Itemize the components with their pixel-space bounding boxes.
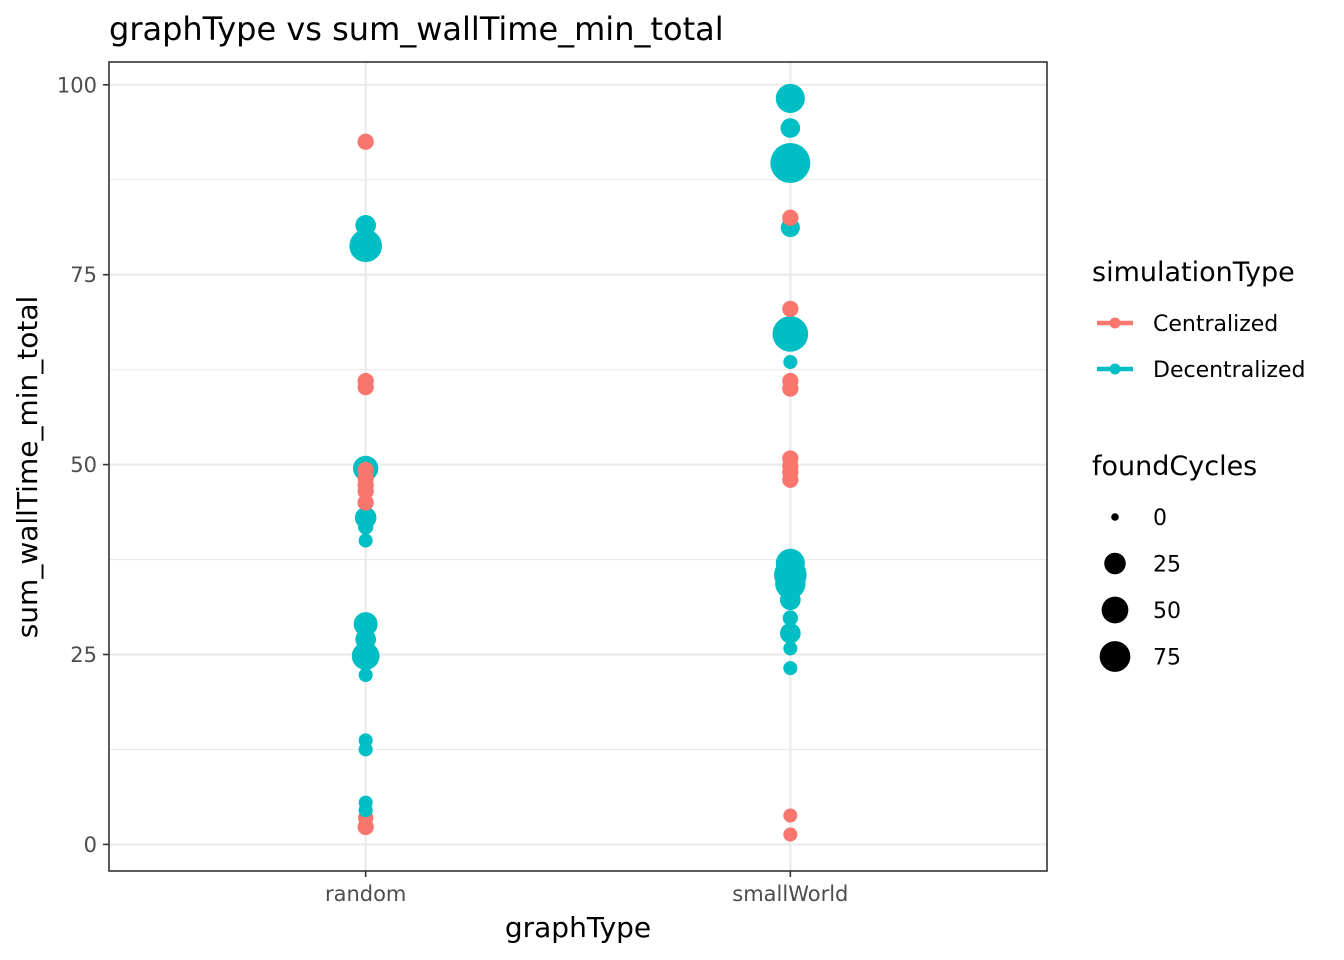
plot-panel (108, 61, 1048, 872)
data-point-decentralized (782, 610, 798, 626)
data-point-centralized (782, 471, 799, 488)
legend-size-label: 50 (1153, 599, 1181, 624)
x-axis-title: graphType (505, 911, 651, 944)
data-point-decentralized (358, 533, 373, 548)
data-point-centralized (782, 380, 799, 397)
data-point-decentralized (349, 229, 382, 263)
legend-size-title: foundCycles (1092, 451, 1257, 482)
legend-label: Decentralized (1153, 358, 1305, 383)
data-point-decentralized (783, 641, 798, 656)
legend-size-key (1099, 641, 1131, 672)
data-points (349, 83, 811, 842)
y-axis-title: sum_wallTime_min_total (11, 296, 44, 639)
legend-key-point (1109, 363, 1121, 375)
data-point-decentralized (770, 143, 811, 184)
legend-size-key (1111, 513, 1119, 521)
data-point-centralized (357, 483, 374, 500)
data-point-decentralized (783, 661, 798, 676)
legend-size-label: 25 (1153, 553, 1181, 578)
data-point-centralized (783, 827, 798, 842)
data-point-decentralized (353, 612, 378, 637)
x-tick-label: smallWorld (732, 882, 848, 906)
data-point-decentralized (775, 83, 805, 114)
data-point-decentralized (355, 628, 376, 650)
data-point-decentralized (780, 118, 801, 138)
data-point-decentralized (355, 214, 376, 236)
legend-size-key (1104, 552, 1126, 575)
data-point-centralized (782, 300, 799, 318)
y-tick-label: 25 (70, 643, 97, 667)
panel-border (108, 61, 1048, 872)
data-point-decentralized (775, 568, 806, 600)
x-tick-label: random (325, 882, 406, 906)
legend-size-label: 75 (1153, 646, 1181, 671)
y-tick-label: 100 (57, 73, 97, 97)
x-axis: random smallWorld (325, 871, 848, 906)
data-point-decentralized (358, 742, 373, 757)
legend-size-item: 75 (1099, 641, 1181, 672)
data-point-centralized (357, 494, 374, 511)
legend-item-decentralized: Decentralized (1097, 358, 1305, 383)
legend-size-item: 50 (1101, 596, 1181, 624)
legend-size-item: 0 (1111, 506, 1167, 531)
chart-title: graphType vs sum_wallTime_min_total (109, 10, 724, 48)
data-point-decentralized (358, 667, 373, 683)
legend-item-centralized: Centralized (1097, 312, 1278, 337)
legend-size-label: 0 (1153, 506, 1167, 531)
data-point-decentralized (775, 548, 805, 578)
data-point-decentralized (783, 355, 798, 370)
data-point-decentralized (772, 316, 809, 352)
legend: simulationType CentralizedDecentralized … (1092, 257, 1305, 672)
data-point-decentralized (780, 622, 801, 644)
y-tick-label: 0 (84, 833, 97, 857)
data-point-decentralized (358, 519, 374, 535)
data-point-decentralized (780, 589, 801, 611)
data-point-centralized (357, 378, 374, 396)
y-tick-label: 50 (70, 453, 97, 477)
y-axis: 0 25 50 75 100 (57, 73, 109, 857)
y-tick-label: 75 (70, 263, 97, 287)
legend-label: Centralized (1153, 312, 1278, 337)
data-point-decentralized (358, 803, 373, 818)
legend-size-key (1101, 596, 1129, 624)
data-point-centralized (783, 808, 798, 823)
data-point-centralized (357, 133, 374, 150)
legend-size-item: 25 (1104, 553, 1181, 578)
legend-color-title: simulationType (1092, 257, 1295, 288)
minor-gridlines (109, 179, 1047, 751)
data-point-centralized (782, 209, 799, 226)
legend-key-point (1109, 317, 1121, 329)
data-point-decentralized (351, 642, 380, 670)
